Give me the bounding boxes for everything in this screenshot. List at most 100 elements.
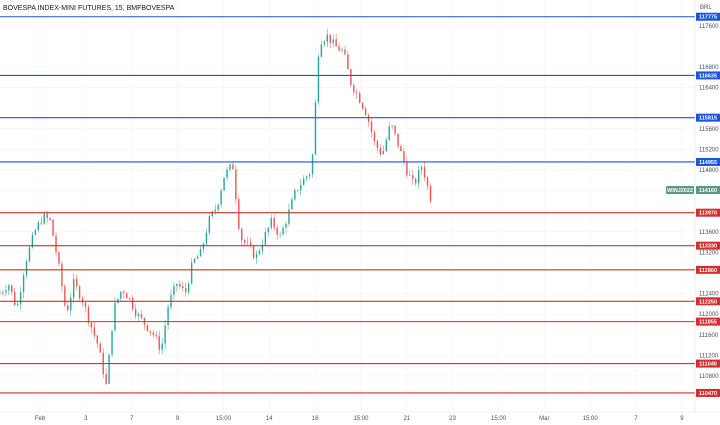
y-tick-label-4: 115200 [699, 147, 719, 153]
candle-body-93 [273, 218, 275, 228]
candle-body-26 [75, 278, 78, 287]
candle-body-0 [0, 293, 1, 295]
candle-body-125 [367, 115, 370, 122]
last-price-value: 114160 [699, 188, 717, 194]
candle-body-129 [379, 148, 382, 155]
price-axis[interactable]: 1176001168001164001156001152001148001144… [699, 24, 719, 380]
candle-body-117 [344, 49, 346, 55]
y-tick-label-9: 112400 [699, 292, 719, 298]
y-tick-label-8: 113200 [699, 250, 719, 256]
candle-body-32 [93, 327, 96, 336]
candle-body-86 [252, 246, 255, 259]
candle-body-109 [320, 44, 323, 57]
candle-body-103 [302, 178, 305, 186]
level-badge-114955 [696, 157, 720, 166]
candle-body-45 [131, 297, 134, 309]
candle-body-126 [370, 121, 373, 133]
candle-body-111 [326, 34, 328, 42]
candle-body-90 [264, 232, 267, 245]
candle-body-39 [114, 302, 116, 331]
currency-label: BRL [700, 5, 712, 11]
price-axis-background [695, 0, 720, 412]
candle-body-62 [182, 286, 184, 289]
x-tick-label-7: 15:00 [353, 416, 369, 422]
candle-body-104 [305, 176, 308, 179]
candle-body-57 [167, 307, 169, 326]
candle-body-138 [406, 162, 408, 176]
level-value-110470: 110470 [699, 391, 717, 397]
candle-body-15 [43, 213, 45, 224]
x-tick-label-5: 14 [266, 416, 273, 422]
candle-body-91 [267, 227, 270, 233]
y-tick-label-5: 114800 [699, 168, 719, 174]
candle-body-105 [308, 174, 311, 177]
candle-body-68 [199, 248, 202, 257]
candle-body-12 [34, 230, 37, 235]
candle-body-89 [261, 244, 264, 251]
x-tick-label-14: 9 [680, 416, 684, 422]
candle-body-100 [294, 190, 296, 200]
candle-body-13 [37, 222, 40, 231]
candle-body-73 [214, 209, 216, 212]
level-value-113330: 113330 [699, 244, 717, 250]
candle-body-133 [391, 125, 393, 127]
candle-body-8 [22, 275, 25, 293]
candle-body-1 [2, 292, 4, 294]
candle-body-17 [49, 218, 51, 220]
candles [0, 28, 432, 386]
x-tick-label-10: 15:00 [491, 416, 507, 422]
x-tick-label-13: 7 [634, 416, 638, 422]
candle-body-127 [373, 132, 376, 142]
level-value-111855: 111855 [699, 320, 717, 326]
candle-body-6 [16, 303, 19, 306]
candle-body-38 [111, 330, 113, 355]
candle-body-29 [84, 302, 87, 307]
candle-body-2 [5, 290, 7, 293]
candle-body-92 [270, 218, 272, 228]
candle-body-142 [417, 169, 420, 184]
candle-body-25 [73, 278, 75, 298]
level-badge-115815 [696, 113, 720, 122]
candle-body-136 [400, 146, 402, 152]
y-tick-label-2: 116400 [699, 86, 719, 92]
candle-body-60 [176, 283, 178, 286]
candle-body-44 [129, 297, 131, 299]
candle-body-82 [241, 228, 243, 241]
candle-body-146 [429, 186, 432, 202]
x-tick-label-1: 3 [84, 416, 88, 422]
candle-body-30 [87, 306, 90, 323]
candle-body-95 [279, 234, 281, 236]
candle-body-141 [415, 178, 417, 184]
candle-body-47 [137, 313, 140, 317]
candle-body-96 [282, 227, 284, 235]
candle-body-114 [335, 39, 337, 47]
candle-body-83 [244, 240, 246, 243]
level-value-111040: 111040 [699, 362, 717, 368]
candle-body-116 [341, 49, 343, 51]
y-tick-label-0: 117600 [699, 24, 719, 30]
candle-body-102 [300, 185, 302, 191]
level-value-115815: 115815 [699, 116, 717, 122]
candle-body-106 [311, 154, 314, 175]
candle-body-56 [164, 325, 166, 344]
level-badge-116635 [696, 71, 720, 80]
x-tick-label-9: 23 [449, 416, 456, 422]
y-tick-label-7: 113600 [699, 230, 719, 236]
x-tick-label-11: Mar [539, 416, 549, 422]
y-tick-label-3: 115600 [699, 127, 719, 133]
candle-body-123 [361, 102, 364, 109]
level-badge-111855 [696, 317, 720, 326]
grid-lines [0, 0, 695, 412]
level-badge-113330 [696, 241, 720, 250]
candle-body-5 [14, 292, 16, 306]
horizontal-levels[interactable] [0, 16, 695, 394]
candle-body-63 [185, 288, 187, 293]
candle-body-37 [108, 354, 110, 384]
candle-body-19 [55, 235, 57, 253]
time-axis[interactable]: Feb 3 7 9 15:00 14 16 15:00 21 23 15:00 Mar 15:00 7 9 [35, 416, 684, 422]
candle-body-81 [238, 199, 240, 229]
candle-body-72 [211, 211, 213, 217]
x-tick-label-2: 7 [130, 416, 134, 422]
x-tick-label-3: 9 [176, 416, 180, 422]
